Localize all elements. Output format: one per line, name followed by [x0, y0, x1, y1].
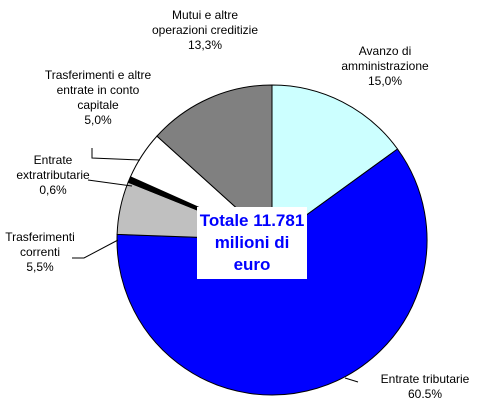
category-name: Entrate extratributarie	[16, 153, 90, 182]
leader-line	[91, 148, 141, 161]
leader-line	[87, 179, 133, 187]
category-name: Mutui e altre operazioni creditizie	[151, 8, 259, 37]
slice-label: Trasferimenti e altre entrate in conto c…	[38, 68, 158, 128]
leader-line	[72, 239, 119, 259]
category-name: Avanzo di amministrazione	[341, 44, 429, 73]
total-annotation: Totale 11.781 milioni di euro	[197, 207, 307, 279]
slice-label: Entrate extratributarie 0,6%	[8, 153, 98, 198]
value-label: 13,3%	[187, 38, 223, 52]
slice-label: Trasferimenti correnti 5,5%	[0, 230, 80, 275]
slice-label: Entrate tributarie 60.5%	[365, 372, 485, 402]
slice-label: Mutui e altre operazioni creditizie 13,3%	[150, 8, 260, 53]
category-name: Trasferimenti correnti	[5, 230, 75, 259]
value-label: 5,0%	[84, 113, 112, 127]
slice-label: Avanzo di amministrazione 15,0%	[325, 44, 445, 89]
pie-slice	[271, 84, 399, 241]
category-name: Trasferimenti e altre entrate in conto c…	[44, 68, 152, 112]
value-label: 60.5%	[407, 387, 443, 401]
category-name: Entrate tributarie	[380, 372, 470, 386]
leader-line	[344, 377, 359, 383]
value-label: 0,6%	[39, 183, 67, 197]
value-label: 5,5%	[26, 260, 54, 274]
pie-slice	[156, 84, 273, 242]
value-label: 15,0%	[367, 74, 403, 88]
